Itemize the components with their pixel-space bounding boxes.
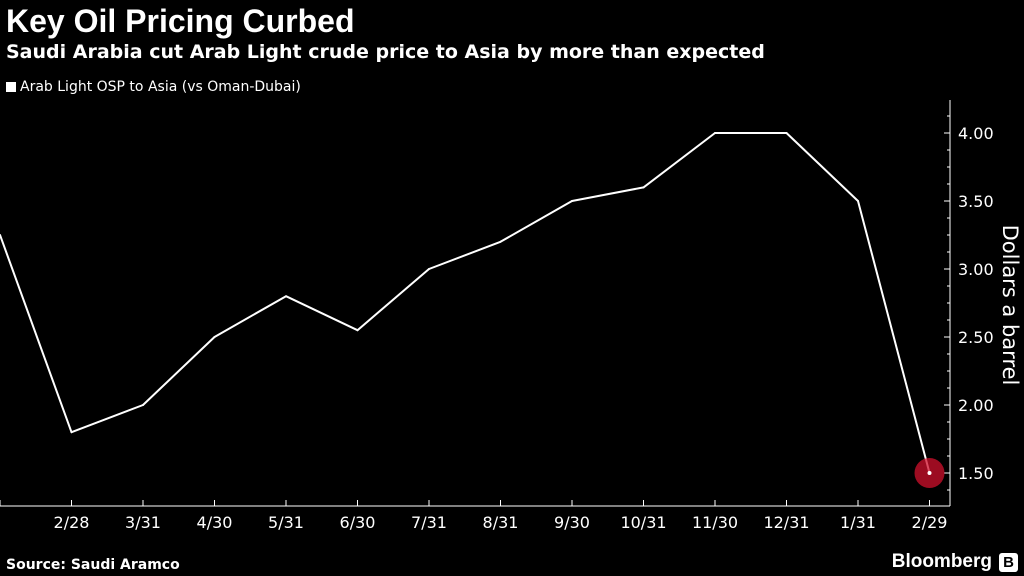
chart-subtitle: Saudi Arabia cut Arab Light crude price … (6, 41, 765, 63)
data-point (0, 234, 1, 236)
x-tick-label: 10/31 (620, 513, 666, 532)
series-line (0, 132, 931, 474)
x-tick-label: 11/30 (692, 513, 738, 532)
x-tick-label: 8/31 (483, 513, 519, 532)
y-tick-label: 2.50 (958, 328, 994, 347)
y-tick-label: 4.00 (958, 124, 994, 143)
legend-swatch (6, 82, 16, 92)
x-tick-label: 9/30 (554, 513, 590, 532)
data-point (356, 329, 359, 332)
data-point (428, 268, 430, 270)
source-note: Source: Saudi Aramco (6, 557, 180, 573)
chart-plot-area (0, 132, 945, 488)
data-point (499, 240, 502, 243)
x-tick-label: 4/30 (197, 513, 233, 532)
y-tick-label: 2.00 (958, 396, 994, 415)
x-tick-label: 5/31 (268, 513, 304, 532)
legend: Arab Light OSP to Asia (vs Oman-Dubai) (6, 78, 301, 96)
y-tick-label: 3.50 (958, 192, 994, 211)
x-tick-label: 3/31 (125, 513, 161, 532)
y-tick-label: 1.50 (958, 464, 994, 483)
data-point (642, 186, 645, 189)
y-tick-label: 3.00 (958, 260, 994, 279)
x-tick-label: 1/31 (840, 513, 876, 532)
x-tick-label: 7/31 (411, 513, 447, 532)
x-tick-label: 2/28 (54, 513, 90, 532)
highlight-point (927, 471, 932, 475)
data-point (213, 336, 216, 338)
data-point (142, 404, 144, 406)
x-tick-label: 12/31 (763, 513, 809, 532)
data-point (785, 132, 788, 134)
y-axis-label: Dollars a barrel (998, 225, 1022, 386)
chart-title: Key Oil Pricing Curbed (6, 3, 355, 39)
x-tick-label: 6/30 (340, 513, 376, 532)
chart-axes: 1.50 2.00 2.50 3.00 3.50 4.00 Dollars a barrel… (0, 100, 1022, 532)
bloomberg-logo: Bloomberg (891, 551, 992, 572)
legend-label: Arab Light OSP to Asia (vs Oman-Dubai) (20, 79, 301, 95)
data-point (285, 295, 287, 298)
data-point (571, 200, 573, 202)
data-point (857, 200, 859, 202)
x-tick-label: 2/29 (912, 513, 948, 532)
data-point (70, 431, 73, 434)
bloomberg-terminal-icon: B (999, 553, 1018, 572)
data-point (714, 132, 716, 134)
